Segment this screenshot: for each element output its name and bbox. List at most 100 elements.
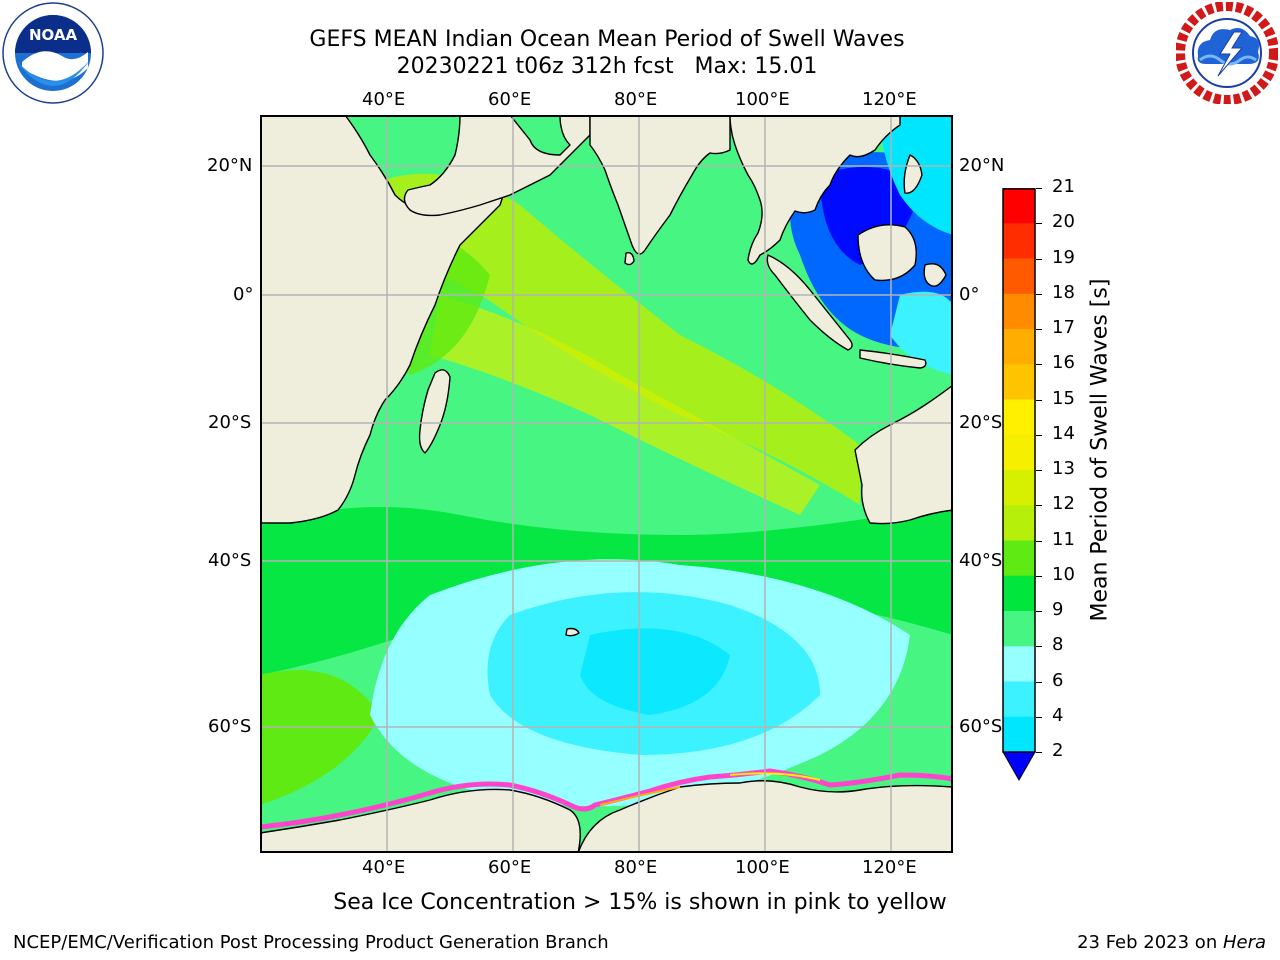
colorbar-tick-label: 12 (1052, 493, 1075, 515)
lat-label-left: 0° (233, 284, 254, 305)
philippines-landmass (903, 154, 923, 194)
colorbar-tick-mark (1036, 329, 1042, 330)
host-name: Hera (1222, 932, 1266, 953)
arabia-landmass (403, 115, 591, 217)
colorbar-tick-mark (1036, 505, 1042, 507)
sea-ice-edge (260, 768, 953, 830)
colorbar-tick-label: 13 (1052, 458, 1075, 479)
colorbar-segment (1003, 399, 1035, 436)
colorbar-segment (1003, 681, 1035, 718)
sea-ice-edge (599, 786, 681, 806)
colorbar-tick-mark (1036, 575, 1042, 577)
colorbar-segment (1003, 258, 1035, 295)
colorbar-segment (1003, 188, 1035, 224)
title-line-2: 20230221 t06z 312h fcst Max: 15.01 (396, 54, 818, 79)
southeast-asia-landmass (729, 115, 901, 265)
colorbar-tick-label: 20 (1052, 211, 1075, 233)
lon-label-top: 100°E (735, 89, 790, 110)
colorbar-segment (1003, 434, 1035, 471)
nws-logo-icon (1175, 1, 1279, 105)
swell-band-mid (260, 505, 953, 675)
colorbar-tick-mark (1036, 188, 1042, 189)
lon-label-top: 60°E (488, 89, 532, 110)
colorbar-tick-mark (1036, 681, 1042, 683)
kerguelen-landmass (565, 627, 580, 637)
colorbar-segment (1003, 329, 1035, 365)
colorbar-tick-label: 21 (1052, 176, 1075, 197)
lat-label-right: 20°N (959, 155, 1005, 176)
colorbar-frame (1002, 188, 1036, 753)
colorbar-tick-label: 6 (1052, 669, 1064, 691)
colorbar-tick-mark (1036, 716, 1042, 718)
colorbar-segment (1003, 364, 1035, 400)
colorbar-tick-mark (1036, 364, 1042, 366)
lon-label-bottom: 120°E (862, 857, 917, 878)
colorbar-tick-mark (1036, 646, 1042, 648)
colorbar-segment (1003, 540, 1035, 577)
lat-label-right: 20°S (959, 412, 1003, 433)
colorbar-tick-label: 19 (1052, 246, 1075, 268)
lat-label-left: 40°S (208, 550, 252, 571)
colorbar-tick-mark (1036, 434, 1042, 436)
colorbar-tick-mark (1036, 399, 1042, 401)
generation-timestamp: 23 Feb 2023 on Hera (1077, 932, 1266, 953)
lon-label-top: 40°E (362, 89, 406, 110)
colorbar-tick-mark (1036, 752, 1042, 753)
lat-label-right: 0° (959, 284, 980, 305)
colorbar-segment (1003, 611, 1035, 647)
colorbar-tick-label: 4 (1052, 704, 1064, 726)
colorbar-segment (1003, 646, 1035, 682)
antarctica-landmass (260, 788, 581, 853)
colorbar-tick-label: 9 (1052, 599, 1064, 620)
colorbar-tick-mark (1036, 611, 1042, 612)
colorbar-tick-mark (1036, 223, 1042, 225)
colorbar-segment (1003, 470, 1035, 506)
sumatra-landmass (766, 254, 853, 351)
colorbar-tick-label: 15 (1052, 387, 1075, 409)
colorbar-segment (1003, 293, 1035, 330)
generation-date: 23 Feb 2023 on (1077, 932, 1223, 953)
swell-band-long (430, 295, 820, 515)
sea-ice-footnote: Sea Ice Concentration > 15% is shown in … (333, 890, 947, 915)
colorbar-tick-label: 10 (1052, 563, 1075, 585)
lon-label-bottom: 60°E (488, 857, 532, 878)
lon-label-top: 80°E (614, 89, 658, 110)
svg-text:NOAA: NOAA (29, 26, 78, 44)
sri-lanka-landmass (624, 251, 635, 266)
java-landmass (859, 349, 927, 369)
swell-band-short (580, 628, 730, 715)
colorbar-tick-label: 14 (1052, 422, 1075, 444)
colorbar-tick-mark (1036, 540, 1042, 542)
colorbar-tick-label: 16 (1052, 352, 1075, 374)
colorbar-tick-label: 18 (1052, 281, 1075, 303)
colorbar-tick-mark (1036, 470, 1042, 471)
colorbar-tick-mark (1036, 293, 1042, 295)
colorbar-tick-label: 2 (1052, 740, 1064, 761)
australia-landmass (854, 384, 953, 525)
colorbar-segment (1003, 716, 1035, 753)
producer-credit: NCEP/EMC/Verification Post Processing Pr… (13, 932, 609, 953)
sulawesi-landmass (923, 263, 947, 287)
plot-title: GEFS MEAN Indian Ocean Mean Period of Sw… (257, 26, 957, 80)
colorbar-tick-label: 11 (1052, 528, 1075, 550)
lat-label-left: 20°S (208, 412, 252, 433)
map-frame (260, 115, 953, 853)
noaa-logo-icon: NOAA (2, 2, 104, 104)
lat-label-right: 60°S (959, 716, 1003, 737)
lon-label-top: 120°E (862, 89, 917, 110)
colorbar-label: Mean Period of Swell Waves [s] (1087, 278, 1113, 622)
graticule (260, 115, 953, 853)
lon-label-bottom: 80°E (614, 857, 658, 878)
map-panel (260, 115, 953, 853)
lon-label-bottom: 100°E (735, 857, 790, 878)
colorbar-tick-label: 17 (1052, 317, 1075, 338)
colorbar-segment (1003, 223, 1035, 259)
sea-ice-edge (729, 772, 821, 781)
colorbar-segment (1003, 575, 1035, 612)
colorbar-tick-mark (1036, 258, 1042, 260)
lat-label-right: 40°S (959, 550, 1003, 571)
lon-label-bottom: 40°E (362, 857, 406, 878)
title-line-1: GEFS MEAN Indian Ocean Mean Period of Sw… (309, 27, 905, 52)
colorbar (1002, 188, 1036, 782)
swell-band-mid (260, 670, 380, 805)
